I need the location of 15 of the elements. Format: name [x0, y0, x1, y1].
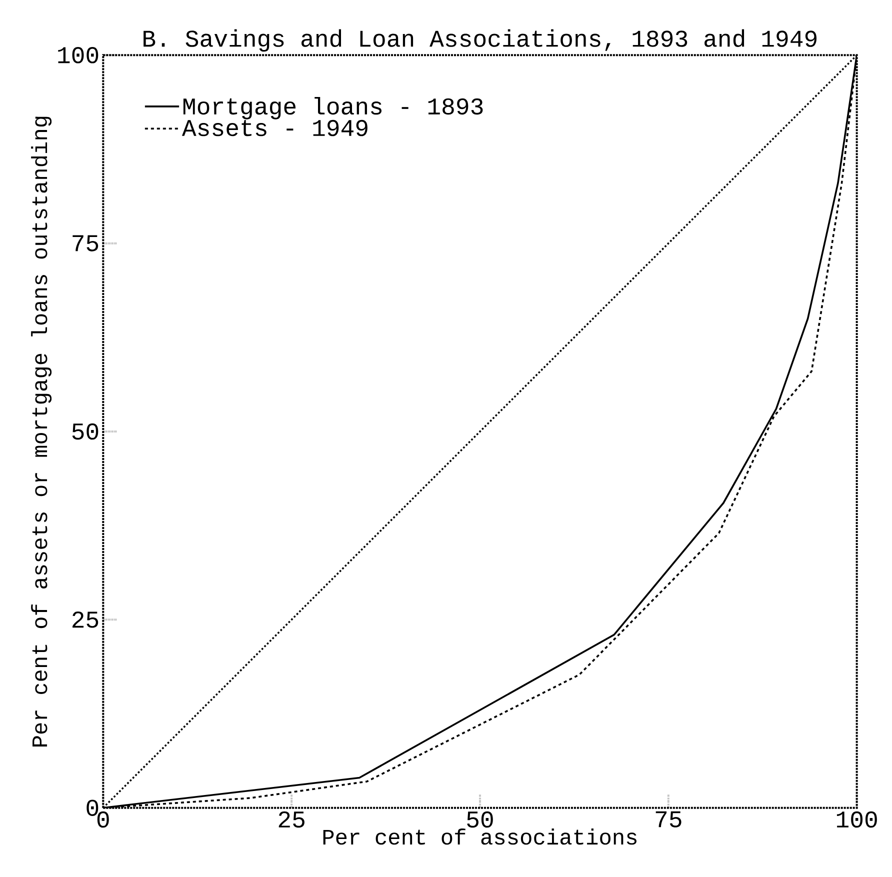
y-tick-label: 25	[72, 612, 98, 628]
y-tick-label: 0	[86, 800, 98, 816]
x-tick-label: 50	[467, 811, 493, 828]
x-tick-label: 0	[97, 811, 109, 828]
y-tick-label: 100	[58, 47, 98, 64]
x-tick-label: 25	[278, 811, 304, 828]
chart-title: B. Savings and Loan Associations, 1893 and 1949	[144, 29, 817, 52]
legend-label: Assets - 1949	[182, 120, 368, 136]
y-axis-title: Per cent of assets or mortgage loans outstanding	[31, 116, 52, 746]
y-tick-label: 75	[72, 235, 98, 252]
x-tick-label: 75	[656, 811, 682, 828]
legend-label: Mortgage loans - 1893	[183, 96, 483, 120]
x-tick-label: 100	[836, 811, 877, 828]
x-axis-title: Per cent of associations	[323, 828, 636, 845]
y-tick-label: 50	[72, 423, 98, 440]
